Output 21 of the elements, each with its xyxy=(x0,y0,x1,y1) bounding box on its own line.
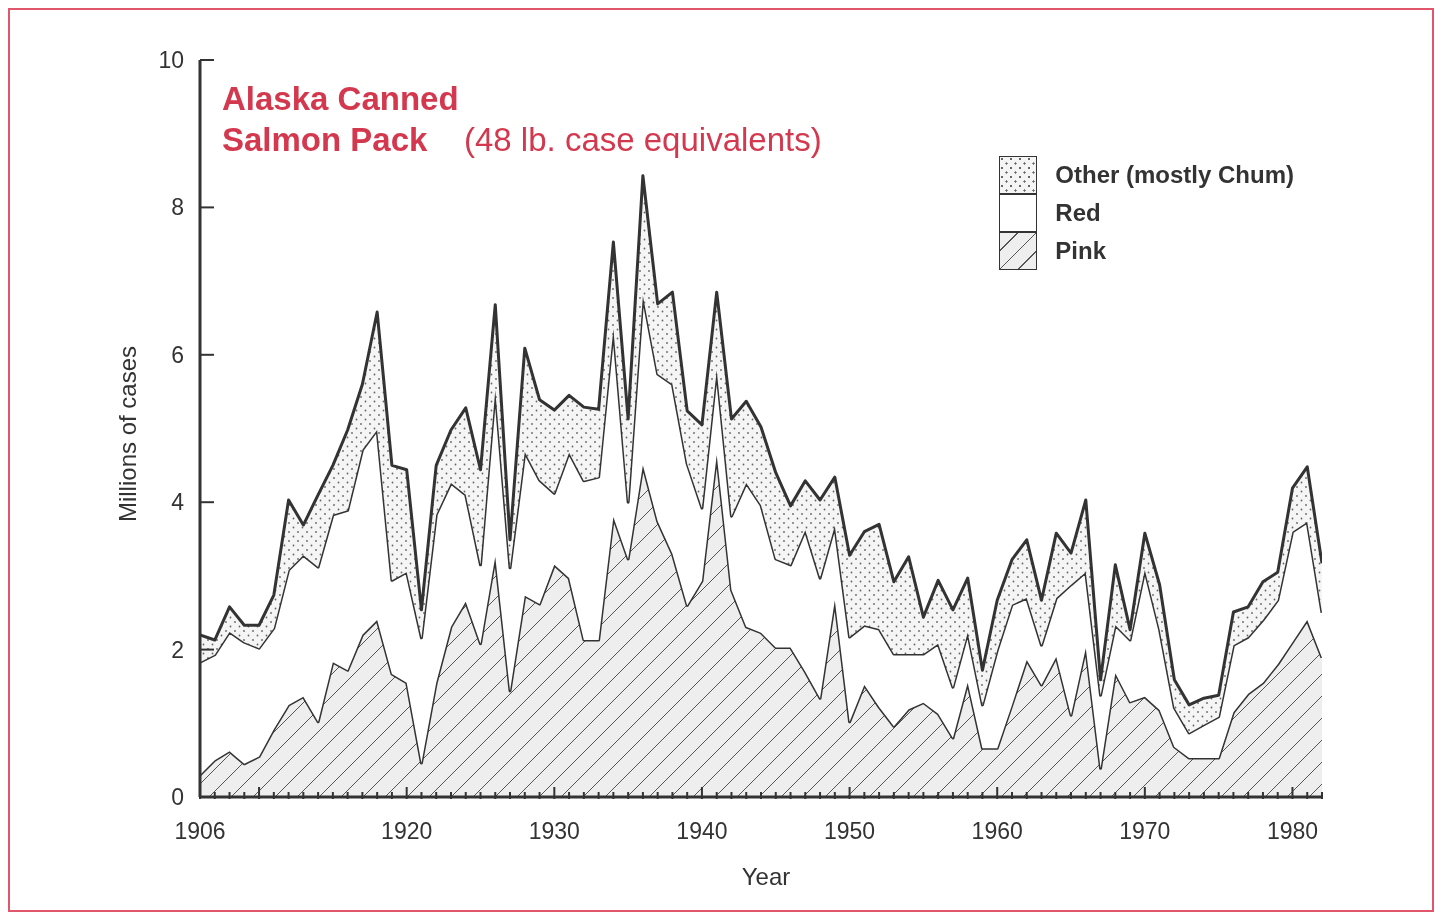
x-axis-title: Year xyxy=(740,863,792,891)
text: Alaska Canned Salmon Pack xyxy=(222,80,459,158)
y-tick-label: 2 xyxy=(171,636,184,663)
legend-label: Red xyxy=(1055,199,1101,227)
x-tick-label: 1940 xyxy=(676,818,728,844)
x-tick-label: 1950 xyxy=(823,818,876,844)
text: (48 lb. case equivalents) xyxy=(464,120,822,160)
x-tick-label: 1970 xyxy=(1119,818,1171,844)
legend-label: Pink xyxy=(1055,237,1106,265)
y-tick-label: 6 xyxy=(171,341,184,368)
x-tick-label: 1930 xyxy=(528,818,580,844)
y-axis-title: Millions of cases xyxy=(114,344,142,525)
x-tick-label: 1960 xyxy=(971,818,1023,844)
y-tick-label: 4 xyxy=(171,489,185,516)
x-tick-label: 1906 xyxy=(174,818,226,844)
y-tick-label: 0 xyxy=(171,784,184,810)
legend-label: Other (mostly Chum) xyxy=(1055,161,1294,189)
y-tick-label: 10 xyxy=(158,47,184,73)
x-tick-label: 1980 xyxy=(1266,818,1319,844)
x-tick-label: 1920 xyxy=(381,818,433,844)
y-tick-label: 8 xyxy=(171,194,184,221)
